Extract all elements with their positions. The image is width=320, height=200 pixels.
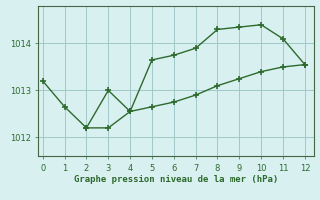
X-axis label: Graphe pression niveau de la mer (hPa): Graphe pression niveau de la mer (hPa): [74, 175, 278, 184]
